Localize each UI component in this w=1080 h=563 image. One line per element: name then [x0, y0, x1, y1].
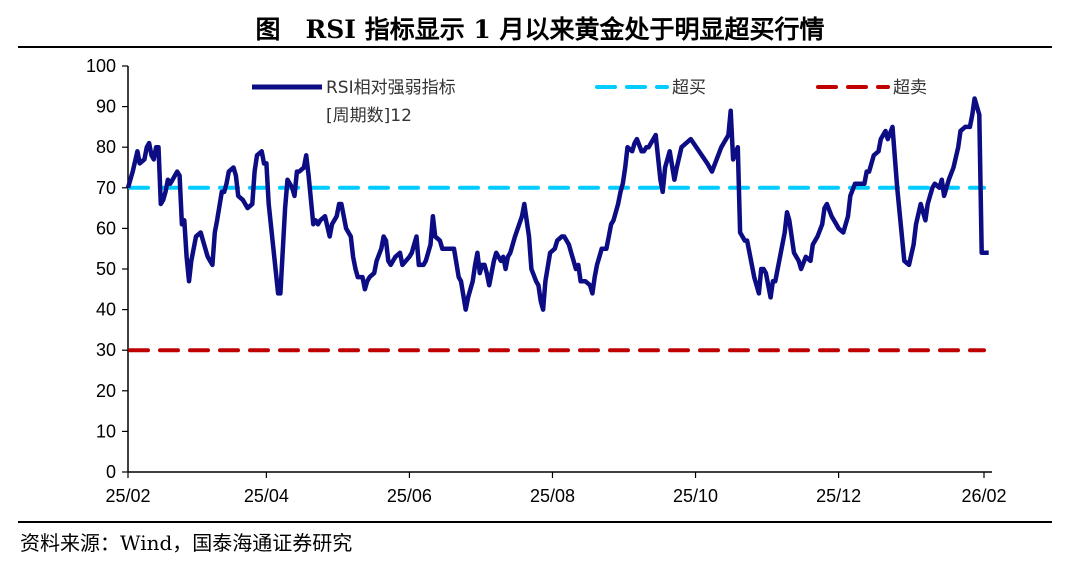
y-tick-label: 20: [96, 381, 116, 401]
threshold-lines: [128, 185, 986, 353]
y-tick-label: 0: [106, 462, 116, 482]
legend-label-rsi: RSI相对强弱指标: [326, 78, 456, 98]
y-tick-label: 40: [96, 300, 116, 320]
top-rule: [18, 46, 1052, 48]
rsi-line: [125, 96, 989, 312]
x-tick-label: 26/02: [961, 486, 1006, 506]
legend-label-oversold: 超卖: [893, 78, 927, 98]
y-tick-label: 70: [96, 178, 116, 198]
y-tick-label: 80: [96, 137, 116, 157]
y-tick-label: 30: [96, 340, 116, 360]
y-tick-label: 60: [96, 218, 116, 238]
x-tick-label: 25/06: [387, 486, 432, 506]
y-tick-label: 50: [96, 259, 116, 279]
y-tick-label: 10: [96, 421, 116, 441]
y-tick-label: 100: [86, 56, 116, 76]
x-tick-label: 25/12: [816, 486, 861, 506]
bottom-rule: [18, 521, 1052, 523]
legend: RSI相对强弱指标 [周期数]12 超买 超卖: [252, 78, 927, 126]
x-axis: 25/02 25/04 25/06 25/08 25/10 25/12 26/02: [105, 471, 1007, 506]
source-note: 资料来源：Wind，国泰海通证券研究: [20, 531, 353, 555]
legend-label-rsi-period: [周期数]12: [326, 106, 412, 126]
x-tick-label: 25/10: [673, 486, 718, 506]
chart-title: 图 RSI 指标显示 1 月以来黄金处于明显超买行情: [255, 15, 825, 44]
y-tick-label: 90: [96, 97, 116, 117]
x-tick-label: 25/04: [244, 486, 289, 506]
x-tick-label: 25/08: [530, 486, 575, 506]
legend-label-overbought: 超买: [672, 78, 706, 98]
y-axis: 0 10 20 30 40 50 60 70 80 90 100: [86, 56, 129, 482]
series-layer: [125, 96, 989, 312]
x-tick-label: 25/02: [105, 486, 150, 506]
